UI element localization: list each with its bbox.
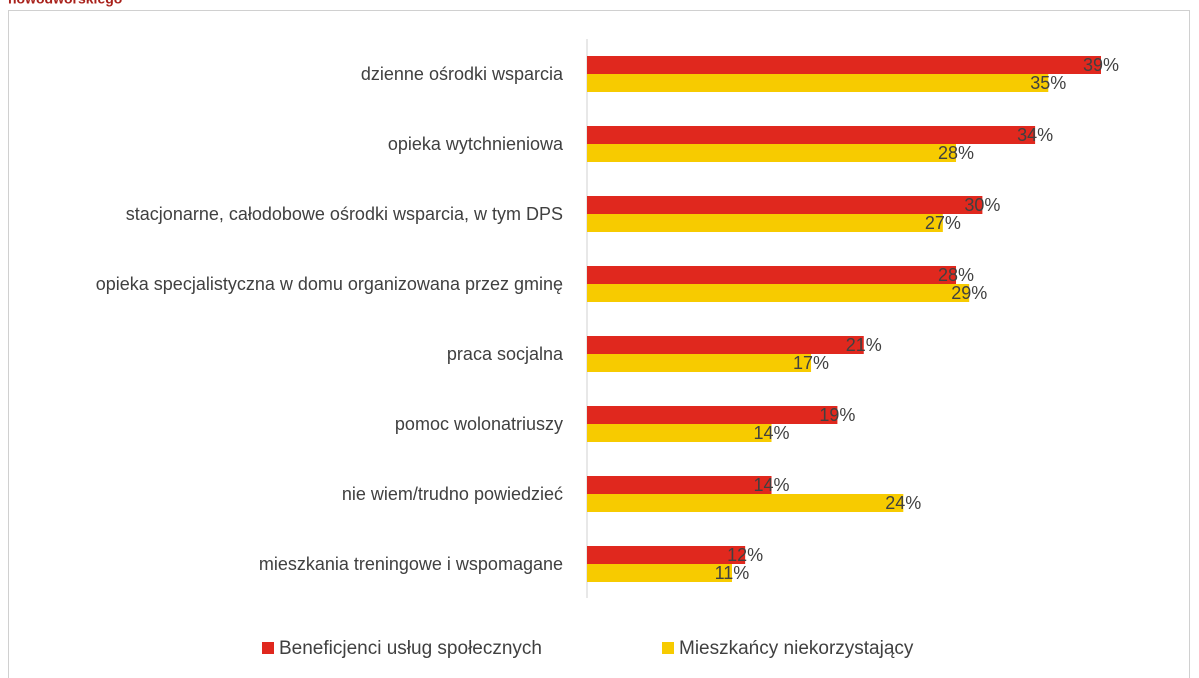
bar xyxy=(587,424,772,442)
bar xyxy=(587,56,1101,74)
legend-label: Beneficjenci usług społecznych xyxy=(279,638,542,659)
category-label: stacjonarne, całodobowe ośrodki wsparcia… xyxy=(33,184,563,244)
bar xyxy=(587,564,732,582)
value-label: 24% xyxy=(885,493,921,513)
category-text: opieka specjalistyczna w domu organizowa… xyxy=(95,274,563,294)
value-label: 28% xyxy=(938,265,974,285)
chart-title: nowodworskiego xyxy=(8,0,122,7)
legend-swatch xyxy=(262,642,274,654)
value-label: 34% xyxy=(1017,125,1053,145)
legend-swatch xyxy=(662,642,674,654)
value-label: 19% xyxy=(819,405,855,425)
category-label: mieszkania treningowe i wspomagane xyxy=(33,534,563,594)
category-text: dzienne ośrodki wsparcia xyxy=(360,64,563,84)
value-label: 14% xyxy=(753,423,789,443)
value-label: 14% xyxy=(753,475,789,495)
value-label: 39% xyxy=(1083,55,1119,75)
bar xyxy=(587,214,943,232)
category-label: pomoc wolonatriuszy xyxy=(33,394,563,454)
value-label: 35% xyxy=(1030,73,1066,93)
category-label: opieka specjalistyczna w domu organizowa… xyxy=(33,254,563,314)
bar xyxy=(587,406,838,424)
value-label: 27% xyxy=(925,213,961,233)
legend-label: Mieszkańcy niekorzystający xyxy=(679,638,914,659)
value-label: 21% xyxy=(846,335,882,355)
bar xyxy=(587,74,1049,92)
bar xyxy=(587,196,983,214)
frame xyxy=(8,10,1190,678)
bar xyxy=(587,476,772,494)
category-label: nie wiem/trudno powiedzieć xyxy=(33,464,563,524)
bar xyxy=(587,126,1036,144)
category-text: stacjonarne, całodobowe ośrodki wsparcia… xyxy=(125,204,563,224)
category-text: opieka wytchnieniowa xyxy=(387,134,563,154)
bar xyxy=(587,266,957,284)
category-text: praca socjalna xyxy=(446,344,563,364)
bar xyxy=(587,494,904,512)
value-label: 12% xyxy=(727,545,763,565)
bar xyxy=(587,354,812,372)
category-label: praca socjalna xyxy=(33,324,563,384)
category-text: nie wiem/trudno powiedzieć xyxy=(341,484,563,504)
bar xyxy=(587,336,864,354)
category-label: dzienne ośrodki wsparcia xyxy=(33,44,563,104)
category-label: opieka wytchnieniowa xyxy=(33,114,563,174)
category-text: pomoc wolonatriuszy xyxy=(394,414,563,434)
bar xyxy=(587,144,957,162)
value-label: 28% xyxy=(938,143,974,163)
value-label: 30% xyxy=(964,195,1000,215)
value-label: 11% xyxy=(715,563,750,583)
bar xyxy=(587,546,746,564)
category-text: mieszkania treningowe i wspomagane xyxy=(258,554,563,574)
value-label: 17% xyxy=(793,353,829,373)
bar xyxy=(587,284,970,302)
value-label: 29% xyxy=(951,283,987,303)
